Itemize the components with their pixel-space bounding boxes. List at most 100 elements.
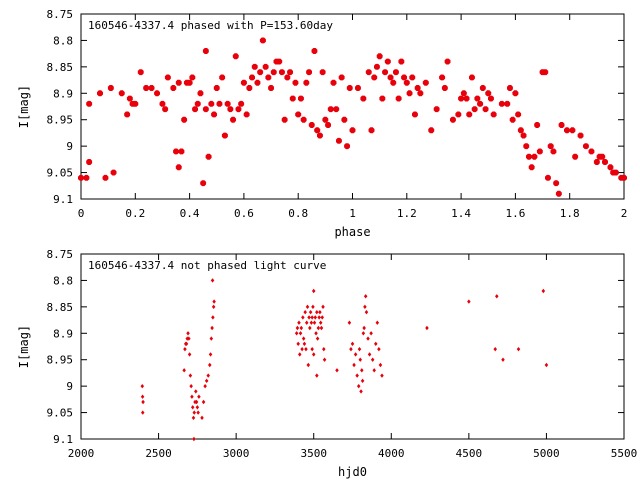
data-point: [219, 74, 226, 81]
unphased-light-curve-plot: 160546-4337.4 not phased light curve hjd…: [17, 248, 637, 479]
data-point: [316, 325, 321, 331]
x-tick-label: 3000: [223, 447, 250, 460]
data-point: [192, 106, 198, 113]
data-point: [102, 174, 109, 181]
y-tick-label: 8.95: [47, 354, 74, 367]
data-point: [509, 116, 516, 123]
data-point: [208, 100, 215, 107]
x-tick-label: 1.8: [560, 207, 580, 220]
data-point: [322, 116, 329, 123]
data-point: [292, 79, 299, 86]
data-point: [412, 111, 418, 118]
plot-title: 160546-4337.4 not phased light curve: [88, 259, 326, 272]
data-point: [302, 341, 307, 347]
data-point: [588, 148, 595, 155]
data-point: [276, 58, 283, 65]
data-point: [523, 143, 530, 150]
data-point: [542, 69, 549, 76]
data-point: [572, 153, 579, 160]
data-point: [240, 79, 247, 86]
data-point: [460, 90, 467, 97]
data-point: [360, 368, 364, 373]
data-point: [599, 153, 606, 160]
data-point: [545, 174, 551, 181]
data-point: [376, 53, 383, 60]
data-point: [355, 373, 359, 378]
data-point: [126, 95, 133, 102]
data-point: [428, 127, 435, 134]
data-point: [312, 320, 317, 325]
data-point: [224, 100, 231, 107]
data-point: [353, 352, 358, 357]
y-tick-label: 8.8: [53, 34, 73, 47]
data-point: [360, 378, 365, 384]
data-point: [471, 106, 478, 113]
data-point: [281, 116, 288, 123]
y-tick-label: 8.85: [47, 301, 74, 314]
data-point: [490, 111, 497, 118]
data-point: [313, 315, 318, 320]
data-point: [140, 410, 145, 415]
data-point: [297, 352, 302, 357]
data-point: [205, 153, 212, 160]
data-point: [197, 90, 204, 97]
data-point: [515, 111, 522, 118]
data-point: [349, 127, 356, 134]
data-point: [485, 90, 492, 97]
data-point: [300, 346, 304, 352]
data-point: [314, 331, 318, 336]
x-tick-label: 2: [621, 207, 628, 220]
data-point: [295, 111, 302, 118]
data-point: [306, 69, 312, 76]
data-point: [493, 346, 497, 352]
data-point: [319, 69, 326, 76]
data-point: [479, 85, 486, 91]
data-point: [357, 346, 362, 352]
data-point: [368, 127, 375, 134]
data-point: [143, 85, 150, 91]
data-point: [110, 169, 117, 176]
x-tick-label: 2000: [68, 447, 95, 460]
data-point: [318, 320, 323, 325]
data-point: [593, 159, 600, 165]
data-point: [305, 304, 310, 310]
data-point: [467, 299, 471, 304]
data-point: [455, 111, 462, 118]
y-tick-label: 8.9: [53, 87, 73, 100]
x-tick-label: 0.8: [288, 207, 308, 220]
y-tick-label: 9.05: [47, 167, 74, 180]
data-point: [307, 315, 311, 320]
data-point: [583, 143, 589, 150]
data-point: [265, 74, 272, 81]
data-point: [358, 357, 363, 362]
data-point: [184, 341, 189, 347]
data-point: [301, 336, 306, 341]
data-point: [306, 362, 311, 368]
data-point: [294, 331, 299, 336]
data-point: [303, 79, 310, 86]
data-point: [195, 405, 200, 410]
data-point: [501, 357, 505, 362]
data-point: [311, 304, 315, 310]
data-point: [512, 90, 519, 97]
y-axis-label: I[mag]: [17, 85, 31, 128]
data-points: [140, 278, 549, 442]
data-point: [210, 325, 214, 331]
data-point: [374, 63, 380, 70]
data-point: [300, 116, 307, 123]
data-point: [211, 315, 215, 320]
tick-group: 0 0.2 0.4 0.6 0.8 1 1.2 1.4 1.6 1.8 2 8.75 8.8 8.85 8.…: [47, 8, 628, 220]
x-tick-label: 1.2: [397, 207, 417, 220]
data-point: [97, 90, 103, 97]
data-point: [314, 127, 321, 134]
data-point: [191, 415, 196, 421]
data-point: [322, 357, 327, 362]
data-point: [78, 174, 84, 181]
data-point: [495, 294, 499, 299]
plot-frame: [80, 253, 625, 440]
data-point: [178, 148, 185, 155]
data-point: [356, 383, 361, 389]
data-point: [289, 95, 296, 102]
data-point: [555, 190, 562, 197]
data-point: [534, 122, 541, 128]
